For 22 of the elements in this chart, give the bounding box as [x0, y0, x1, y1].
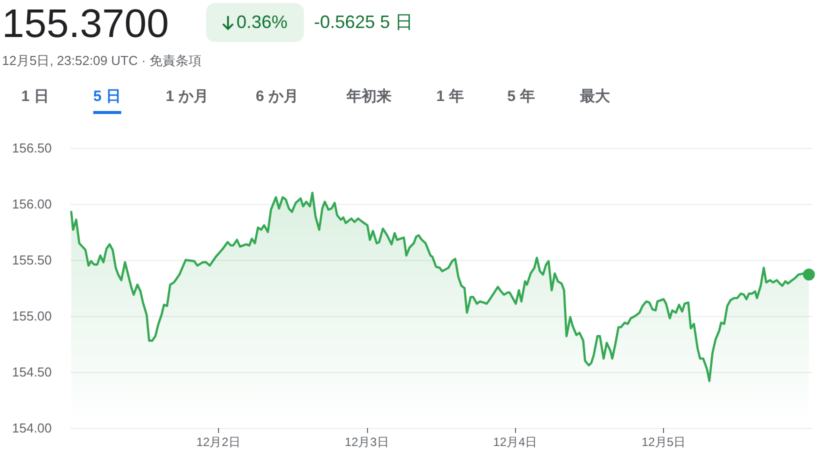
text: 0.36% [236, 12, 288, 33]
text: -0.5625 5 日 [314, 11, 414, 34]
text: 年初来 [346, 87, 392, 107]
x-tick-label: 12月2日 [196, 435, 240, 449]
text: 最大 [580, 87, 610, 107]
x-tick-label: 12月3日 [344, 435, 389, 449]
text: 6 か月 [256, 87, 298, 107]
text: 1 か月 [166, 87, 208, 107]
text: 5 年 [507, 87, 535, 107]
x-tick-label: 12月4日 [493, 435, 538, 449]
text: 1 年 [436, 87, 464, 107]
y-tick-label: 156.00 [12, 196, 52, 212]
text: 1 日 [21, 87, 49, 107]
y-tick-label: 154.00 [12, 420, 52, 436]
text: 5 日 [93, 86, 121, 114]
y-tick-label: 155.00 [12, 308, 52, 324]
chart-subtitle: 12月5日, 23:52:09 UTC · 免責条項 [2, 52, 202, 70]
x-tick-label: 12月5日 [642, 435, 686, 449]
chart-title: 155.3700 [2, 1, 169, 48]
y-tick-label: 154.50 [12, 364, 52, 380]
y-tick-label: 155.50 [12, 252, 52, 268]
y-tick-label: 156.50 [12, 140, 52, 156]
